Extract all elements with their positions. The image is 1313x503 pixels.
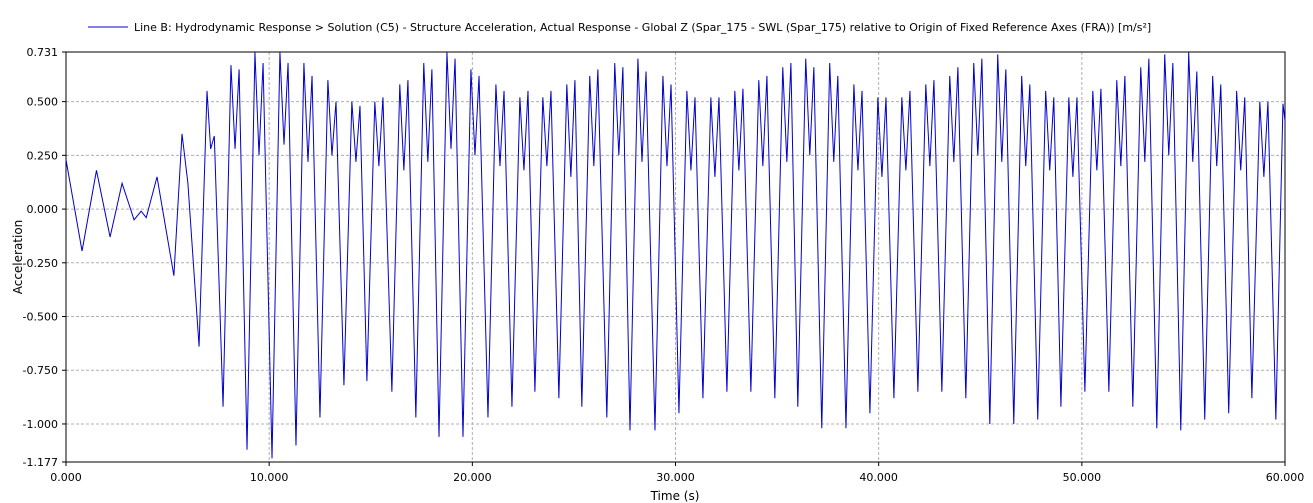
data-line xyxy=(65,52,1286,459)
y-tick-label: 0.250 xyxy=(27,149,59,162)
y-axis-label: Acceleration xyxy=(11,220,25,295)
y-tick-label: -0.500 xyxy=(23,311,58,324)
y-tick-label: -0.250 xyxy=(23,257,58,270)
y-tick-label: 0.731 xyxy=(27,46,59,59)
x-tick-label: 10.000 xyxy=(250,471,289,484)
y-tick-label: -1.000 xyxy=(23,418,58,431)
x-tick-label: 0.000 xyxy=(50,471,82,484)
x-tick-label: 20.000 xyxy=(453,471,492,484)
y-tick-label: -0.750 xyxy=(23,364,58,377)
x-axis-label: Time (s) xyxy=(650,489,700,503)
y-tick-label: 0.000 xyxy=(27,203,59,216)
x-tick-label: 40.000 xyxy=(859,471,898,484)
y-tick-label: 0.500 xyxy=(27,96,59,109)
x-tick-label: 60.000 xyxy=(1266,471,1305,484)
y-tick-label: -1.177 xyxy=(23,456,58,469)
legend-label: Line B: Hydrodynamic Response > Solution… xyxy=(134,21,1151,34)
x-tick-label: 50.000 xyxy=(1063,471,1102,484)
x-tick-label: 30.000 xyxy=(656,471,695,484)
plot-frame xyxy=(65,51,1286,463)
